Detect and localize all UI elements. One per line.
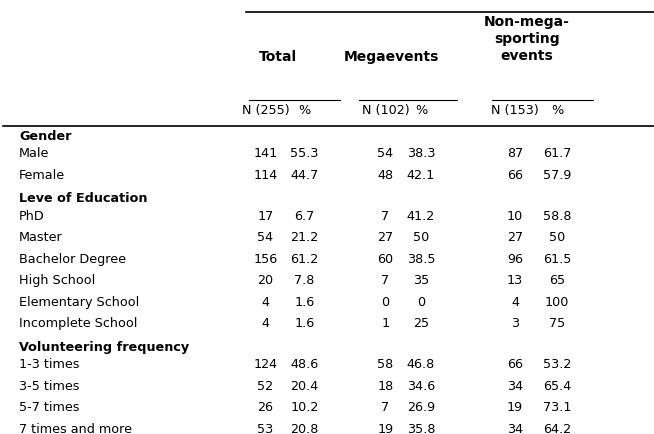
Text: 20.4: 20.4 — [290, 380, 318, 393]
Text: 64.2: 64.2 — [543, 423, 571, 434]
Text: %: % — [298, 104, 311, 117]
Text: 1.6: 1.6 — [294, 317, 315, 330]
Text: 27: 27 — [507, 231, 523, 244]
Text: 53: 53 — [257, 423, 273, 434]
Text: Incomplete School: Incomplete School — [19, 317, 137, 330]
Text: %: % — [415, 104, 427, 117]
Text: 0: 0 — [381, 296, 389, 309]
Text: 46.8: 46.8 — [407, 358, 435, 371]
Text: 54: 54 — [377, 148, 394, 161]
Text: 100: 100 — [545, 296, 570, 309]
Text: 34: 34 — [507, 380, 523, 393]
Text: 58.8: 58.8 — [543, 210, 572, 223]
Text: Volunteering frequency: Volunteering frequency — [19, 341, 189, 354]
Text: Non-mega-
sporting
events: Non-mega- sporting events — [484, 16, 570, 63]
Text: Master: Master — [19, 231, 63, 244]
Text: Leve of Education: Leve of Education — [19, 192, 148, 205]
Text: 6.7: 6.7 — [294, 210, 315, 223]
Text: 48: 48 — [377, 169, 394, 182]
Text: 17: 17 — [257, 210, 273, 223]
Text: 65: 65 — [549, 274, 565, 287]
Text: 7: 7 — [381, 274, 389, 287]
Text: 50: 50 — [549, 231, 565, 244]
Text: 4: 4 — [262, 296, 269, 309]
Text: 21.2: 21.2 — [290, 231, 318, 244]
Text: 53.2: 53.2 — [543, 358, 572, 371]
Text: 20: 20 — [257, 274, 273, 287]
Text: Gender: Gender — [19, 130, 71, 143]
Text: Total: Total — [259, 50, 298, 64]
Text: N (102): N (102) — [362, 104, 409, 117]
Text: Male: Male — [19, 148, 49, 161]
Text: 50: 50 — [413, 231, 429, 244]
Text: %: % — [551, 104, 563, 117]
Text: 87: 87 — [507, 148, 523, 161]
Text: 61.2: 61.2 — [290, 253, 318, 266]
Text: 58: 58 — [377, 358, 394, 371]
Text: 44.7: 44.7 — [290, 169, 318, 182]
Text: 10: 10 — [507, 210, 523, 223]
Text: 5-7 times: 5-7 times — [19, 401, 80, 414]
Text: 60: 60 — [377, 253, 394, 266]
Text: Female: Female — [19, 169, 65, 182]
Text: 57.9: 57.9 — [543, 169, 572, 182]
Text: 25: 25 — [413, 317, 429, 330]
Text: 41.2: 41.2 — [407, 210, 435, 223]
Text: 1.6: 1.6 — [294, 296, 315, 309]
Text: 66: 66 — [507, 358, 523, 371]
Text: Elementary School: Elementary School — [19, 296, 139, 309]
Text: Megaevents: Megaevents — [344, 50, 439, 64]
Text: 4: 4 — [262, 317, 269, 330]
Text: 19: 19 — [377, 423, 394, 434]
Text: 38.3: 38.3 — [407, 148, 436, 161]
Text: 7: 7 — [381, 210, 389, 223]
Text: 0: 0 — [417, 296, 425, 309]
Text: 3-5 times: 3-5 times — [19, 380, 80, 393]
Text: 26.9: 26.9 — [407, 401, 435, 414]
Text: Bachelor Degree: Bachelor Degree — [19, 253, 126, 266]
Text: 7: 7 — [381, 401, 389, 414]
Text: 7.8: 7.8 — [294, 274, 315, 287]
Text: 34: 34 — [507, 423, 523, 434]
Text: 65.4: 65.4 — [543, 380, 572, 393]
Text: 10.2: 10.2 — [290, 401, 318, 414]
Text: N (255): N (255) — [241, 104, 289, 117]
Text: 156: 156 — [253, 253, 277, 266]
Text: 48.6: 48.6 — [290, 358, 318, 371]
Text: 35.8: 35.8 — [407, 423, 436, 434]
Text: N (153): N (153) — [491, 104, 539, 117]
Text: 66: 66 — [507, 169, 523, 182]
Text: 1: 1 — [381, 317, 389, 330]
Text: 61.5: 61.5 — [543, 253, 572, 266]
Text: 20.8: 20.8 — [290, 423, 318, 434]
Text: 55.3: 55.3 — [290, 148, 318, 161]
Text: 61.7: 61.7 — [543, 148, 572, 161]
Text: 13: 13 — [507, 274, 523, 287]
Text: 1-3 times: 1-3 times — [19, 358, 80, 371]
Text: 4: 4 — [511, 296, 519, 309]
Text: PhD: PhD — [19, 210, 44, 223]
Text: 42.1: 42.1 — [407, 169, 435, 182]
Text: 27: 27 — [377, 231, 394, 244]
Text: 19: 19 — [507, 401, 523, 414]
Text: 26: 26 — [258, 401, 273, 414]
Text: 34.6: 34.6 — [407, 380, 435, 393]
Text: 18: 18 — [377, 380, 394, 393]
Text: 7 times and more: 7 times and more — [19, 423, 132, 434]
Text: 3: 3 — [511, 317, 519, 330]
Text: 52: 52 — [257, 380, 273, 393]
Text: 38.5: 38.5 — [407, 253, 436, 266]
Text: 124: 124 — [253, 358, 277, 371]
Text: 35: 35 — [413, 274, 429, 287]
Text: 141: 141 — [253, 148, 277, 161]
Text: 114: 114 — [253, 169, 277, 182]
Text: High School: High School — [19, 274, 95, 287]
Text: 54: 54 — [257, 231, 273, 244]
Text: 75: 75 — [549, 317, 565, 330]
Text: 73.1: 73.1 — [543, 401, 572, 414]
Text: 96: 96 — [507, 253, 523, 266]
